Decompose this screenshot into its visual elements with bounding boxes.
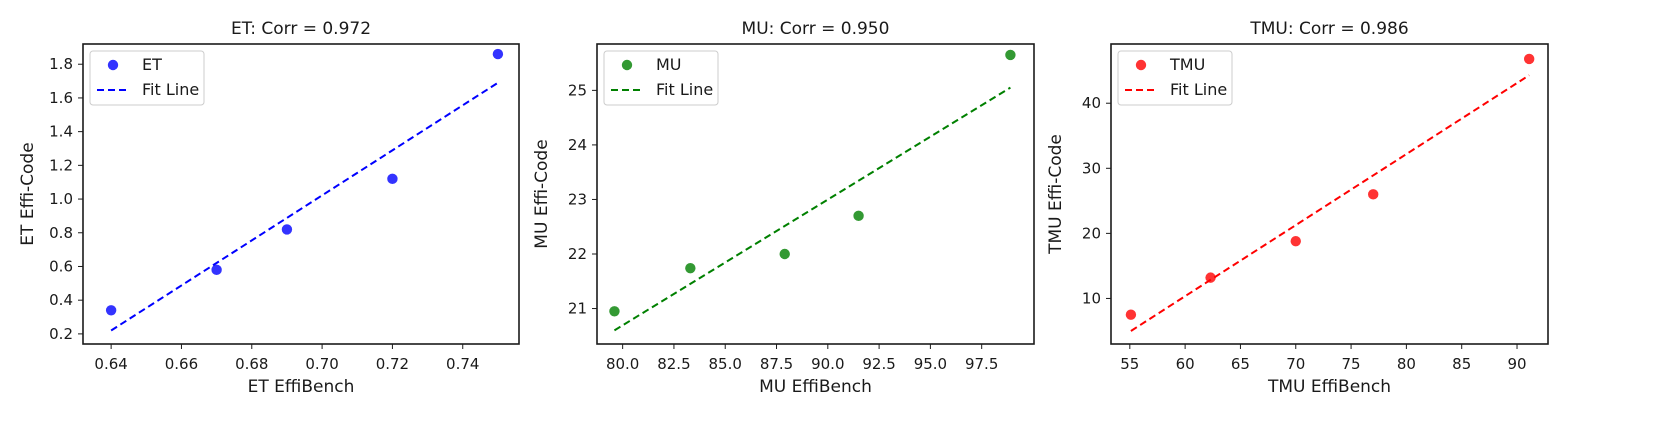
- x-tick-label: 0.74: [446, 355, 479, 373]
- y-tick-label: 40: [1082, 94, 1101, 112]
- chart-title: TMU: Corr = 0.986: [1249, 19, 1408, 39]
- fit-line: [613, 86, 1011, 332]
- y-tick-label: 0.6: [49, 257, 73, 275]
- x-tick-label: 65: [1231, 355, 1250, 373]
- data-point: [492, 48, 504, 60]
- x-tick-label: 0.72: [376, 355, 409, 373]
- y-tick-label: 24: [568, 136, 587, 154]
- x-axis-label: TMU EffiBench: [1267, 377, 1391, 397]
- y-tick-label: 22: [568, 245, 587, 263]
- legend-marker-scatter: [1135, 59, 1147, 71]
- x-tick-label: 97.5: [965, 355, 998, 373]
- x-tick-label: 95.0: [914, 355, 947, 373]
- x-tick-label: 85: [1452, 355, 1471, 373]
- y-tick-label: 1.6: [49, 89, 73, 107]
- y-tick-label: 0.2: [49, 325, 73, 343]
- x-tick-label: 90.0: [811, 355, 844, 373]
- y-tick-label: 1.4: [49, 123, 73, 141]
- y-tick-label: 21: [568, 300, 587, 318]
- x-tick-label: 90: [1507, 355, 1526, 373]
- y-tick-label: 25: [568, 81, 587, 99]
- y-tick-label: 1.8: [49, 55, 73, 73]
- legend-box: [603, 50, 719, 106]
- x-tick-label: 0.68: [235, 355, 268, 373]
- y-tick-label: 30: [1082, 159, 1101, 177]
- legend-label-scatter: TMU: [1169, 55, 1205, 74]
- chart-2: 80.0 82.5 85.0 87.5 90.0 92.5 95.0 97.5 21 22 23 24…: [532, 19, 1035, 397]
- legend-box: [89, 50, 205, 106]
- legend-label-fit: Fit Line: [1170, 80, 1227, 99]
- data-point: [1125, 309, 1137, 320]
- x-tick-label: 0.70: [305, 355, 338, 373]
- legend-marker-scatter: [107, 59, 119, 71]
- x-tick-label: 0.64: [94, 355, 127, 373]
- chart-3: 55 60 65 70 75 80 85 90 10 20 30 40 TMU: Corr = 0.98…: [1046, 19, 1549, 397]
- data-point: [779, 248, 790, 260]
- data-point: [211, 264, 222, 276]
- x-tick-label: 87.5: [760, 355, 793, 373]
- y-axis-label: MU Effi-Code: [532, 139, 552, 248]
- plot-frame: [1110, 43, 1549, 345]
- y-tick-label: 0.4: [49, 291, 73, 309]
- data-point: [609, 306, 620, 317]
- legend-label-scatter: MU: [656, 55, 682, 74]
- legend-box: [1117, 50, 1233, 106]
- y-tick-label: 23: [568, 190, 587, 208]
- x-tick-label: 55: [1120, 355, 1139, 373]
- x-tick-label: 82.5: [657, 355, 690, 373]
- data-point: [387, 173, 398, 185]
- data-point: [1290, 235, 1301, 247]
- data-point: [685, 262, 696, 274]
- plot-frame: [82, 43, 520, 345]
- chart-1: 0.64 0.66 0.68 0.70 0.72 0.74 0.2 0.4 0.6 0.8 1.0 1…: [18, 19, 520, 397]
- data-point: [1368, 189, 1379, 200]
- x-tick-label: 80: [1397, 355, 1416, 373]
- x-tick-label: 70: [1286, 355, 1305, 373]
- fit-line: [1130, 74, 1530, 332]
- y-axis-label: TMU Effi-Code: [1046, 134, 1066, 255]
- legend-label-fit: Fit Line: [656, 80, 713, 99]
- data-point: [1523, 53, 1535, 65]
- y-tick-label: 1.0: [49, 190, 73, 208]
- data-point: [1005, 49, 1016, 61]
- fit-line: [110, 81, 499, 332]
- plot-frame: [596, 43, 1035, 345]
- data-point: [281, 224, 293, 235]
- chart-title: MU: Corr = 0.950: [742, 19, 890, 39]
- legend-marker-scatter: [621, 59, 633, 71]
- x-tick-label: 80.0: [606, 355, 639, 373]
- x-tick-label: 60: [1176, 355, 1195, 373]
- x-tick-label: 75: [1342, 355, 1361, 373]
- x-axis-label: MU EffiBench: [759, 377, 872, 397]
- y-tick-label: 10: [1082, 289, 1101, 307]
- x-tick-label: 92.5: [862, 355, 895, 373]
- x-tick-label: 85.0: [709, 355, 742, 373]
- data-point: [1205, 272, 1216, 283]
- y-tick-label: 0.8: [49, 224, 73, 242]
- legend-label-scatter: ET: [142, 55, 162, 74]
- data-point: [853, 210, 864, 222]
- y-tick-label: 1.2: [49, 156, 73, 174]
- chart-title: ET: Corr = 0.972: [231, 19, 371, 39]
- legend-label-fit: Fit Line: [142, 80, 199, 99]
- data-point: [105, 305, 117, 316]
- y-tick-label: 20: [1082, 224, 1101, 242]
- y-axis-label: ET Effi-Code: [18, 142, 38, 245]
- x-tick-label: 0.66: [165, 355, 198, 373]
- x-axis-label: ET EffiBench: [248, 377, 355, 397]
